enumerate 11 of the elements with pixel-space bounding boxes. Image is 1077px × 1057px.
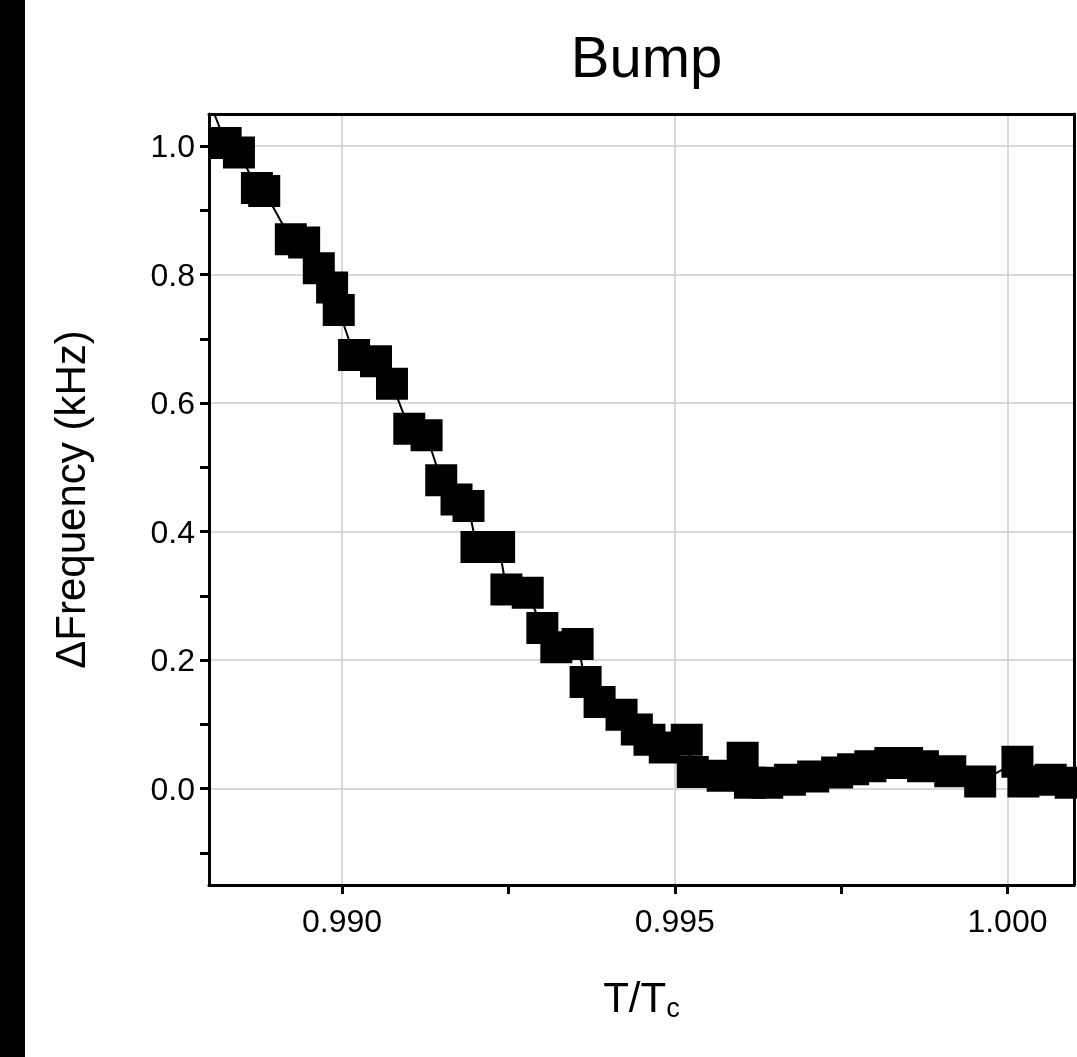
y-tick-label: 0.4	[150, 513, 195, 550]
x-tick-label: 0.990	[302, 903, 383, 939]
y-axis-title: ΔFrequency (kHz)	[46, 330, 94, 669]
y-tick-label: 1.0	[150, 128, 195, 165]
y-tick-label: 0.6	[150, 385, 195, 422]
x-tick-label: 0.995	[634, 903, 715, 939]
y-tick-label: 0.0	[150, 770, 195, 807]
y-tick-label: 0.8	[150, 256, 195, 293]
y-tick-label: 0.2	[150, 642, 195, 679]
x-tick-label: 1.000	[967, 903, 1048, 939]
chart-title: Bump	[570, 23, 723, 89]
